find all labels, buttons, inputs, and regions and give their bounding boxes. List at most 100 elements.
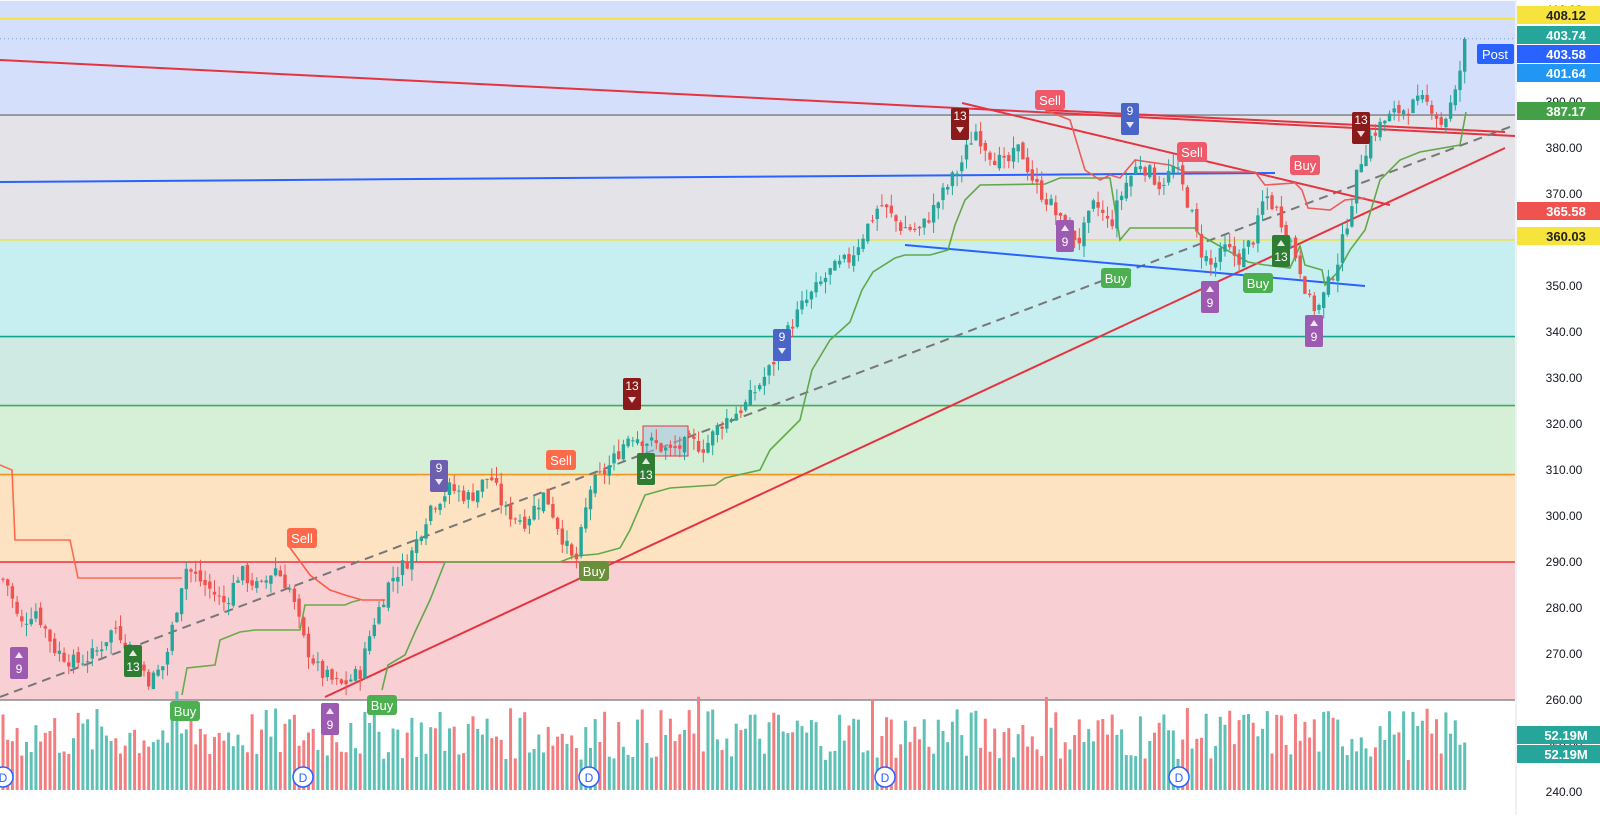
arrow-up-icon xyxy=(15,652,23,658)
candle-body xyxy=(626,438,630,447)
candle xyxy=(95,646,99,656)
candle xyxy=(1138,155,1143,173)
volume-bar xyxy=(339,751,343,790)
volume-bar xyxy=(509,708,513,790)
volume-bar xyxy=(819,746,823,790)
dividend-marker[interactable]: D xyxy=(578,766,600,788)
volume-bar xyxy=(683,729,686,790)
candle-body xyxy=(711,431,715,446)
count-box xyxy=(10,647,28,679)
candle xyxy=(1195,203,1199,238)
volume-bar xyxy=(1416,726,1420,790)
price-label-bg xyxy=(1517,102,1600,120)
dividend-marker[interactable]: D xyxy=(1168,766,1190,788)
volume-bar xyxy=(161,730,165,790)
volume-bar xyxy=(1124,755,1128,790)
candle xyxy=(490,468,494,482)
candle xyxy=(805,289,809,307)
volume-bar xyxy=(1322,711,1326,790)
candle-body xyxy=(1378,121,1382,138)
volume-bar xyxy=(72,738,75,790)
arrow-up-icon xyxy=(326,708,334,714)
volume-bar xyxy=(551,745,555,790)
candle xyxy=(955,170,959,187)
volume-bar xyxy=(1185,708,1189,790)
buy-signal[interactable]: Buy xyxy=(367,695,397,715)
candle xyxy=(1237,249,1241,273)
candle xyxy=(555,516,560,535)
volume-bar xyxy=(1030,736,1034,790)
candle-body xyxy=(560,528,564,545)
candle xyxy=(833,259,837,271)
buy-signal[interactable]: Buy xyxy=(1290,155,1320,175)
volume-label-text: 52.19M xyxy=(1544,728,1587,743)
arrow-down-icon xyxy=(1357,131,1365,137)
volume-label-bg xyxy=(1517,726,1600,744)
sequential-count-marker: 9 xyxy=(321,703,339,735)
candle xyxy=(447,478,452,504)
sell-signal[interactable]: Sell xyxy=(546,450,576,470)
candle-body xyxy=(156,669,160,676)
candle xyxy=(1190,208,1194,213)
candle xyxy=(964,135,969,169)
candle-body xyxy=(1293,237,1298,259)
candle xyxy=(706,434,710,454)
volume-bar xyxy=(307,732,310,790)
volume-bar xyxy=(565,743,569,790)
dividend-marker[interactable]: D xyxy=(292,766,314,788)
sell-signal[interactable]: Sell xyxy=(1035,90,1065,110)
buy-signal[interactable]: Buy xyxy=(1243,273,1273,293)
volume-bar xyxy=(1171,730,1175,790)
signal-box xyxy=(546,450,576,470)
candle xyxy=(217,586,221,605)
dividend-marker[interactable]: D xyxy=(874,766,896,788)
sell-signal[interactable]: Sell xyxy=(287,528,317,548)
volume-bar xyxy=(1378,726,1382,790)
sell-signal[interactable]: Sell xyxy=(1177,142,1207,162)
candle-body xyxy=(565,540,569,547)
candle xyxy=(353,666,358,684)
candle-body xyxy=(269,575,273,584)
volume-bar xyxy=(833,750,837,790)
candle xyxy=(1157,175,1161,196)
volume-bar xyxy=(988,751,992,790)
volume-bar xyxy=(335,742,339,790)
candle xyxy=(396,566,400,594)
volume-bar xyxy=(260,729,263,790)
candle xyxy=(38,602,43,628)
candle xyxy=(1101,200,1105,221)
volume-bar xyxy=(151,742,155,790)
candle xyxy=(231,574,235,608)
candle xyxy=(1307,289,1312,298)
candle xyxy=(758,383,762,392)
volume-bar xyxy=(330,726,334,790)
candle-body xyxy=(358,670,362,680)
candle xyxy=(114,620,118,634)
candle-body xyxy=(668,444,673,448)
count-label: 13 xyxy=(639,468,653,482)
candle xyxy=(734,406,738,421)
volume-bar xyxy=(424,753,428,790)
candle-body xyxy=(664,447,668,451)
candle xyxy=(1430,100,1434,120)
volume-bar xyxy=(720,749,724,790)
volume-bar xyxy=(800,726,804,790)
candle xyxy=(960,155,964,183)
candle-body xyxy=(725,418,729,429)
volume-bar xyxy=(448,728,451,790)
buy-signal[interactable]: Buy xyxy=(579,561,609,581)
candle-body xyxy=(993,160,997,166)
signal-markers: Sell Sell Sell Sell Buy Buy Buy Buy Buy Buy 9 13 9 9 1… xyxy=(0,90,1370,788)
candle-body xyxy=(1138,166,1143,170)
candle xyxy=(1392,100,1396,121)
candle-body xyxy=(701,449,705,453)
candle-body xyxy=(743,402,748,411)
buy-signal[interactable]: Buy xyxy=(170,701,200,721)
buy-signal[interactable]: Buy xyxy=(1101,268,1131,288)
dividend-marker[interactable]: D xyxy=(0,766,14,788)
volume-bar xyxy=(1016,734,1020,790)
candle xyxy=(1350,198,1354,228)
candle xyxy=(85,650,90,674)
